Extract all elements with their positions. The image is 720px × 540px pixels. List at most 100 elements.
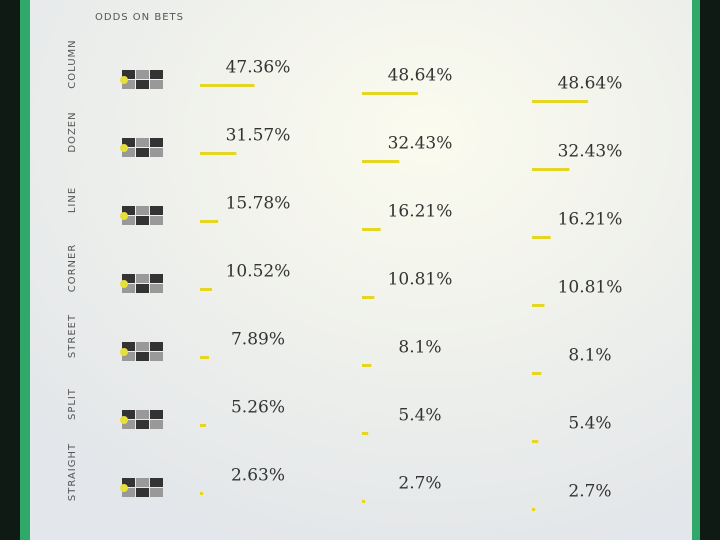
odds-value: 8.1% <box>398 338 441 358</box>
bet-icon <box>120 70 163 89</box>
odds-value: 2.63% <box>231 466 285 486</box>
odds-value: 32.43% <box>388 134 453 154</box>
bet-icon <box>120 478 163 497</box>
odds-bar <box>532 508 536 511</box>
icon-cell <box>122 206 135 215</box>
odds-value: 10.52% <box>226 262 291 282</box>
icon-cell <box>150 216 163 225</box>
icon-cell <box>150 80 163 89</box>
icon-chip <box>120 280 128 288</box>
row-label: STREET <box>67 314 78 358</box>
icon-cell <box>136 284 149 293</box>
row-label: COLUMN <box>67 39 78 88</box>
odds-value: 8.1% <box>568 346 611 366</box>
icon-chip <box>120 212 128 220</box>
icon-cell <box>122 70 135 79</box>
icon-cell <box>136 80 149 89</box>
icon-cell <box>150 488 163 497</box>
odds-value: 5.4% <box>568 414 611 434</box>
icon-cell <box>122 410 135 419</box>
icon-cell <box>136 148 149 157</box>
icon-cell <box>136 216 149 225</box>
row-label: STRAIGHT <box>67 443 78 501</box>
row-label: CORNER <box>67 244 78 293</box>
icon-cell <box>136 420 149 429</box>
odds-bar <box>362 500 366 503</box>
odds-bar <box>532 440 539 443</box>
odds-bar <box>532 168 570 171</box>
odds-value: 48.64% <box>558 74 623 94</box>
paper <box>30 0 692 540</box>
odds-bar <box>532 304 545 307</box>
row-label: SPLIT <box>67 388 78 420</box>
icon-chip <box>120 76 128 84</box>
bet-icon <box>120 274 163 293</box>
odds-bar <box>362 432 369 435</box>
bet-icon <box>120 342 163 361</box>
odds-value: 2.7% <box>398 474 441 494</box>
odds-bar <box>200 220 219 223</box>
icon-cell <box>122 342 135 351</box>
icon-cell <box>122 420 135 429</box>
header-title: ODDS ON BETS <box>95 12 184 23</box>
icon-cell <box>122 284 135 293</box>
icon-cell <box>136 70 149 79</box>
bet-icon <box>120 206 163 225</box>
icon-cell <box>150 70 163 79</box>
odds-value: 10.81% <box>558 278 623 298</box>
odds-bar <box>200 84 255 87</box>
odds-value: 5.4% <box>398 406 441 426</box>
odds-bar <box>362 296 375 299</box>
icon-cell <box>122 478 135 487</box>
icon-cell <box>122 138 135 147</box>
icon-cell <box>136 206 149 215</box>
icon-cell <box>122 488 135 497</box>
odds-bar <box>362 92 418 95</box>
icon-cell <box>150 138 163 147</box>
icon-cell <box>122 80 135 89</box>
odds-bar <box>362 364 372 367</box>
icon-cell <box>136 138 149 147</box>
icon-cell <box>150 420 163 429</box>
icon-cell <box>150 352 163 361</box>
icon-cell <box>136 352 149 361</box>
icon-cell <box>122 148 135 157</box>
odds-value: 31.57% <box>226 126 291 146</box>
odds-bar <box>362 160 400 163</box>
icon-cell <box>150 148 163 157</box>
odds-bar <box>532 236 551 239</box>
icon-cell <box>150 284 163 293</box>
icon-cell <box>136 342 149 351</box>
row-label: LINE <box>67 187 78 213</box>
odds-value: 15.78% <box>226 194 291 214</box>
icon-chip <box>120 348 128 356</box>
icon-cell <box>122 352 135 361</box>
odds-bar <box>200 492 204 495</box>
icon-chip <box>120 416 128 424</box>
odds-value: 2.7% <box>568 482 611 502</box>
icon-cell <box>150 206 163 215</box>
odds-value: 47.36% <box>226 58 291 78</box>
odds-bar <box>532 372 542 375</box>
odds-bar <box>200 424 207 427</box>
odds-bar <box>200 152 237 155</box>
icon-cell <box>136 488 149 497</box>
odds-value: 48.64% <box>388 66 453 86</box>
bet-icon <box>120 410 163 429</box>
icon-cell <box>150 342 163 351</box>
bet-icon <box>120 138 163 157</box>
icon-cell <box>136 274 149 283</box>
icon-cell <box>136 410 149 419</box>
icon-cell <box>122 216 135 225</box>
odds-bar <box>362 228 381 231</box>
icon-cell <box>150 410 163 419</box>
rows: COLUMN 47.36% 48.64% 48.64% DOZEN 31.57% 32.43… <box>67 39 622 511</box>
odds-value: 32.43% <box>558 142 623 162</box>
odds-bar <box>532 100 588 103</box>
icon-chip <box>120 484 128 492</box>
odds-value: 16.21% <box>558 210 623 230</box>
icon-cell <box>150 274 163 283</box>
odds-value: 7.89% <box>231 330 285 350</box>
